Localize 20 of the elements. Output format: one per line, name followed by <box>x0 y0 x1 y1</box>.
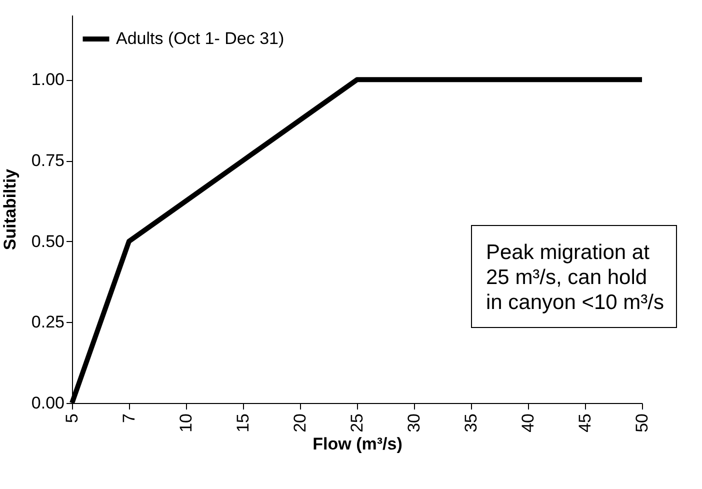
x-tick-label: 35 <box>462 414 480 432</box>
x-tick-label: 40 <box>518 414 538 432</box>
x-tick-label: 30 <box>404 414 424 432</box>
x-tick-label: 10 <box>176 414 196 432</box>
x-tick-label: 5 <box>62 414 82 423</box>
x-tick-label: 15 <box>234 414 252 432</box>
y-tick-label: 1.00 <box>31 70 64 90</box>
x-tick-label: 45 <box>576 414 594 432</box>
x-axis-title: Flow (m³/s) <box>312 434 402 454</box>
y-tick-label: 0.50 <box>31 232 64 251</box>
legend-label: Adults (Oct 1- Dec 31) <box>116 29 284 48</box>
x-tick-label: 20 <box>290 414 310 432</box>
y-tick-label: 0.25 <box>31 312 64 332</box>
annotation: Peak migration at 25 m³/s, can hold in canyon <10 m³/s <box>486 240 664 315</box>
x-tick-label: 50 <box>632 414 652 432</box>
x-tick-label: 7 <box>120 414 138 423</box>
y-tick-label: 0.75 <box>31 151 64 170</box>
y-axis-title: Suitabiltiy <box>0 168 20 250</box>
y-tick-label: 0.00 <box>31 394 64 412</box>
x-tick-label: 25 <box>348 414 366 432</box>
